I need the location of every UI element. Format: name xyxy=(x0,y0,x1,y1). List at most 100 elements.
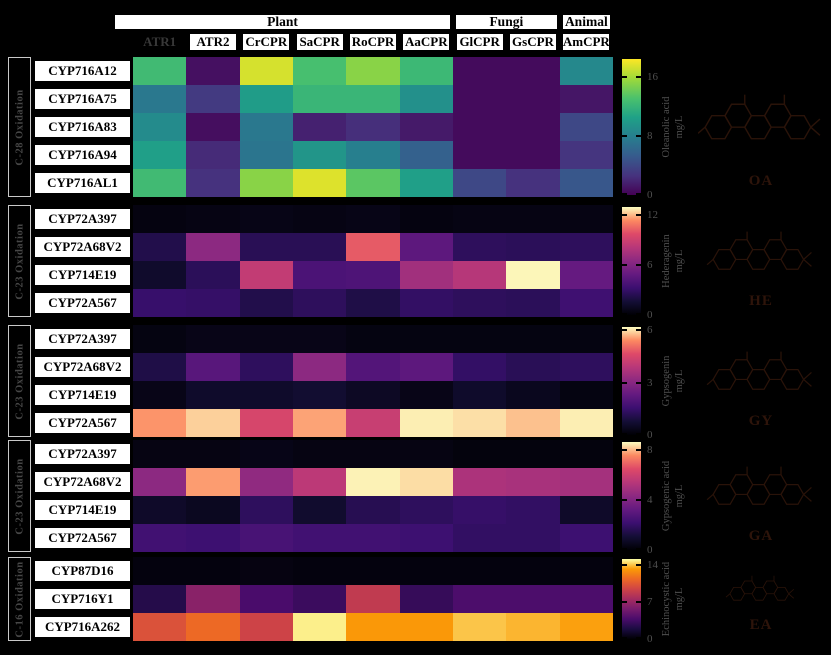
heatmap-cell xyxy=(453,381,507,409)
heatmap-cell xyxy=(399,261,454,289)
colorbar xyxy=(622,559,641,639)
colorbar-tick-label: 8 xyxy=(647,129,653,142)
heatmap-cell xyxy=(186,409,241,437)
heatmap-cell xyxy=(293,261,347,289)
heatmap-cell xyxy=(559,85,614,113)
colorbar-tick-label: 0 xyxy=(647,309,653,321)
heatmap-cell xyxy=(346,205,401,233)
colorbar-tick xyxy=(622,601,627,604)
colorbar-tick xyxy=(636,193,641,195)
heatmap-cell xyxy=(186,585,241,613)
colorbar-tick xyxy=(622,313,627,315)
heatmap-cell xyxy=(239,468,294,496)
colorbar-tick xyxy=(622,498,627,501)
heatmap-cell xyxy=(506,585,561,613)
heatmap-cell xyxy=(453,289,507,317)
col-group-header-fungi: Fungi xyxy=(454,13,559,31)
heatmap-cell xyxy=(399,381,454,409)
heatmap-cell xyxy=(453,613,507,641)
heatmap-cell xyxy=(399,169,454,197)
molecule-abbrev-label: OA xyxy=(748,173,774,189)
heatmap-cell xyxy=(453,557,507,585)
molecule-abbrev-label: GY xyxy=(748,413,774,429)
row-label: CYP716A12 xyxy=(33,59,132,83)
heatmap-cell xyxy=(399,57,454,85)
heatmap-cell xyxy=(186,169,241,197)
heatmap-cell xyxy=(186,353,241,381)
heatmap-cell xyxy=(506,557,561,585)
heatmap-cell xyxy=(453,141,507,169)
heatmap-cell xyxy=(453,353,507,381)
heatmap-cell xyxy=(346,57,401,85)
heatmap-cell xyxy=(399,85,454,113)
colorbar-tick xyxy=(636,433,641,435)
heatmap-cell xyxy=(399,409,454,437)
heatmap-cell xyxy=(239,113,294,141)
block-side-label-box xyxy=(8,57,31,197)
heatmap-cell xyxy=(346,85,401,113)
block-side-label-box xyxy=(8,557,31,641)
heatmap-cell xyxy=(346,585,401,613)
colorbar-tick xyxy=(636,134,641,137)
heatmap-cell xyxy=(559,613,614,641)
colorbar-tick-label: 16 xyxy=(647,70,658,83)
heatmap-cell xyxy=(293,289,347,317)
colorbar-tick xyxy=(636,498,641,501)
heatmap-cell xyxy=(346,169,401,197)
block-side-label-box xyxy=(8,205,31,317)
heatmap-cell xyxy=(133,381,187,409)
colorbar-tick-label: 0 xyxy=(647,544,653,556)
heatmap-cell xyxy=(293,409,347,437)
heatmap-cell xyxy=(559,57,614,85)
heatmap-cell xyxy=(239,585,294,613)
colorbar-tick xyxy=(622,193,627,195)
heatmap-cell xyxy=(293,169,347,197)
heatmap-cell xyxy=(239,289,294,317)
heatmap-cell xyxy=(399,524,454,552)
row-label: CYP72A397 xyxy=(33,327,132,351)
heatmap-cell xyxy=(559,557,614,585)
heatmap-cell xyxy=(293,496,347,524)
heatmap-cell xyxy=(133,409,187,437)
row-label: CYP716A262 xyxy=(33,615,132,639)
heatmap-cell xyxy=(453,440,507,468)
heatmap-cell xyxy=(453,85,507,113)
heatmap-cell xyxy=(186,113,241,141)
col-header-atr2: ATR2 xyxy=(187,32,239,52)
heatmap-cell xyxy=(186,85,241,113)
heatmap-cell xyxy=(346,381,401,409)
colorbar-tick xyxy=(636,329,641,332)
row-label: CYP72A68V2 xyxy=(33,355,132,379)
block-side-label-box xyxy=(8,440,31,552)
colorbar-axis-label: Oleanolic acid mg/L xyxy=(660,96,685,158)
colorbar-axis-label: Hederagenin mg/L xyxy=(660,234,685,288)
heatmap-cell xyxy=(293,205,347,233)
heatmap-cell xyxy=(186,440,241,468)
heatmap-cell xyxy=(559,468,614,496)
heatmap-cell xyxy=(133,353,187,381)
heatmap-cell xyxy=(506,57,561,85)
heatmap-cell xyxy=(559,205,614,233)
heatmap-cell xyxy=(399,233,454,261)
heatmap-cell xyxy=(186,468,241,496)
colorbar-tick xyxy=(636,381,641,384)
colorbar-tick xyxy=(622,433,627,435)
heatmap-cell xyxy=(133,440,187,468)
colorbar-tick xyxy=(636,564,641,567)
heatmap-cell xyxy=(346,468,401,496)
heatmap-cell xyxy=(293,381,347,409)
colorbar-tick xyxy=(636,214,641,217)
molecule-abbrev-label: HE xyxy=(749,293,773,309)
heatmap-cell xyxy=(506,381,561,409)
row-label: CYP716A83 xyxy=(33,115,132,139)
heatmap-cell xyxy=(346,325,401,353)
heatmap-cell xyxy=(186,496,241,524)
heatmap-cell xyxy=(239,169,294,197)
heatmap-cell xyxy=(239,613,294,641)
molecule-structure xyxy=(706,351,812,390)
heatmap-cell xyxy=(346,557,401,585)
block-side-label: C-23 Oxidation xyxy=(14,457,25,535)
colorbar-tick xyxy=(622,134,627,137)
colorbar-tick-label: 0 xyxy=(647,189,653,201)
molecule-structure xyxy=(706,231,812,270)
